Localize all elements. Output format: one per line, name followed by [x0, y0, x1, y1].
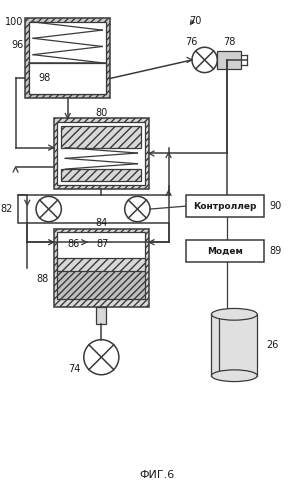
- Text: 84: 84: [95, 218, 107, 228]
- Text: 76: 76: [185, 37, 197, 47]
- Bar: [62, 126, 141, 148]
- Bar: [211, 314, 257, 376]
- Text: ФИГ.6: ФИГ.6: [139, 470, 174, 480]
- Bar: [58, 233, 145, 269]
- Bar: [58, 122, 145, 185]
- Bar: [217, 51, 241, 69]
- Bar: [58, 269, 145, 299]
- Text: 86: 86: [67, 239, 79, 249]
- Text: 80: 80: [95, 108, 107, 118]
- Bar: [58, 258, 145, 271]
- Bar: [186, 196, 264, 217]
- Ellipse shape: [211, 370, 257, 382]
- Circle shape: [84, 340, 119, 375]
- Bar: [17, 196, 169, 223]
- Bar: [54, 118, 149, 189]
- Text: Контроллер: Контроллер: [193, 202, 257, 211]
- Bar: [54, 229, 149, 306]
- Text: 82: 82: [0, 204, 13, 214]
- Bar: [186, 240, 264, 261]
- Bar: [25, 18, 110, 98]
- Text: 78: 78: [223, 37, 235, 47]
- Ellipse shape: [211, 308, 257, 320]
- Text: 100: 100: [5, 17, 23, 27]
- Bar: [29, 22, 106, 94]
- Text: 88: 88: [36, 274, 49, 284]
- Text: 98: 98: [39, 73, 51, 83]
- Text: 87: 87: [96, 239, 109, 249]
- Text: 89: 89: [269, 246, 281, 256]
- Circle shape: [192, 47, 217, 72]
- Circle shape: [36, 197, 62, 222]
- Bar: [29, 63, 106, 94]
- Text: 74: 74: [68, 364, 80, 374]
- Text: 26: 26: [266, 340, 278, 350]
- Bar: [96, 306, 106, 324]
- Text: 96: 96: [11, 40, 23, 50]
- Text: 70: 70: [190, 16, 202, 26]
- Circle shape: [125, 197, 150, 222]
- Text: 90: 90: [269, 201, 281, 211]
- Text: Модем: Модем: [207, 247, 243, 255]
- Bar: [62, 169, 141, 181]
